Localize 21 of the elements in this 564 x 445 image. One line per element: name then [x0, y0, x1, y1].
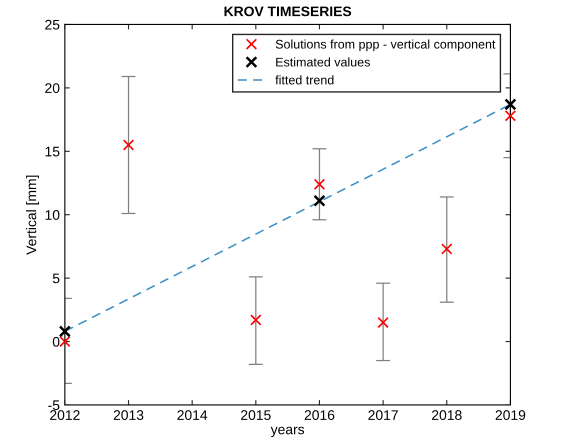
- y-tick-label: -5: [48, 400, 60, 410]
- y-axis-title: Vertical [mm]: [26, 176, 39, 255]
- y-tick-label: 15: [46, 146, 60, 156]
- x-tick-label: 2012: [50, 410, 80, 420]
- y-tick-label: 20: [45, 83, 60, 94]
- chart-title: KROV TIMESERIES: [224, 6, 352, 16]
- x-tick-label: 2019: [496, 410, 526, 420]
- x-axis-title: years: [270, 426, 304, 438]
- x-tick-label: 2014: [177, 410, 208, 420]
- x-tick-label: 2016: [304, 410, 334, 420]
- x-tick-label: 2013: [114, 410, 144, 420]
- legend-label: Solutions from ppp - vertical component: [276, 39, 496, 52]
- legend-label: fitted trend: [275, 75, 334, 84]
- y-tick-label: 10: [46, 210, 60, 220]
- x-tick-label: 2017: [368, 410, 398, 420]
- x-tick-label: 2015: [241, 410, 271, 420]
- x-tick-label: 2018: [432, 410, 462, 420]
- y-tick-label: 5: [52, 274, 60, 284]
- y-tick-label: 0: [52, 336, 60, 347]
- y-tick-label: 25: [45, 20, 60, 30]
- legend-label: Estimated values: [276, 57, 370, 67]
